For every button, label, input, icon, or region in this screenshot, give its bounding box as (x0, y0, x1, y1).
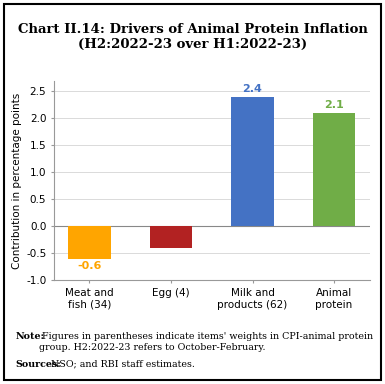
Text: Chart II.14: Drivers of Animal Protein Inflation
(H2:2022-23 over H1:2022-23): Chart II.14: Drivers of Animal Protein I… (18, 23, 367, 51)
Text: Figures in parentheses indicate items' weights in CPI-animal protein
group. H2:2: Figures in parentheses indicate items' w… (39, 332, 373, 352)
Text: 2.1: 2.1 (324, 100, 344, 110)
Bar (231, 97, 274, 226)
Text: 0.3: 0.3 (161, 235, 181, 245)
Text: Sources:: Sources: (15, 360, 61, 369)
Text: Note:: Note: (15, 332, 44, 341)
Bar (150, 226, 192, 248)
Text: 2.4: 2.4 (243, 84, 263, 94)
Bar (313, 113, 355, 226)
Y-axis label: Contribution in percentage points: Contribution in percentage points (12, 93, 22, 268)
Bar (68, 226, 110, 259)
Text: NSO; and RBI staff estimates.: NSO; and RBI staff estimates. (48, 360, 195, 369)
Text: -0.6: -0.6 (77, 262, 102, 271)
